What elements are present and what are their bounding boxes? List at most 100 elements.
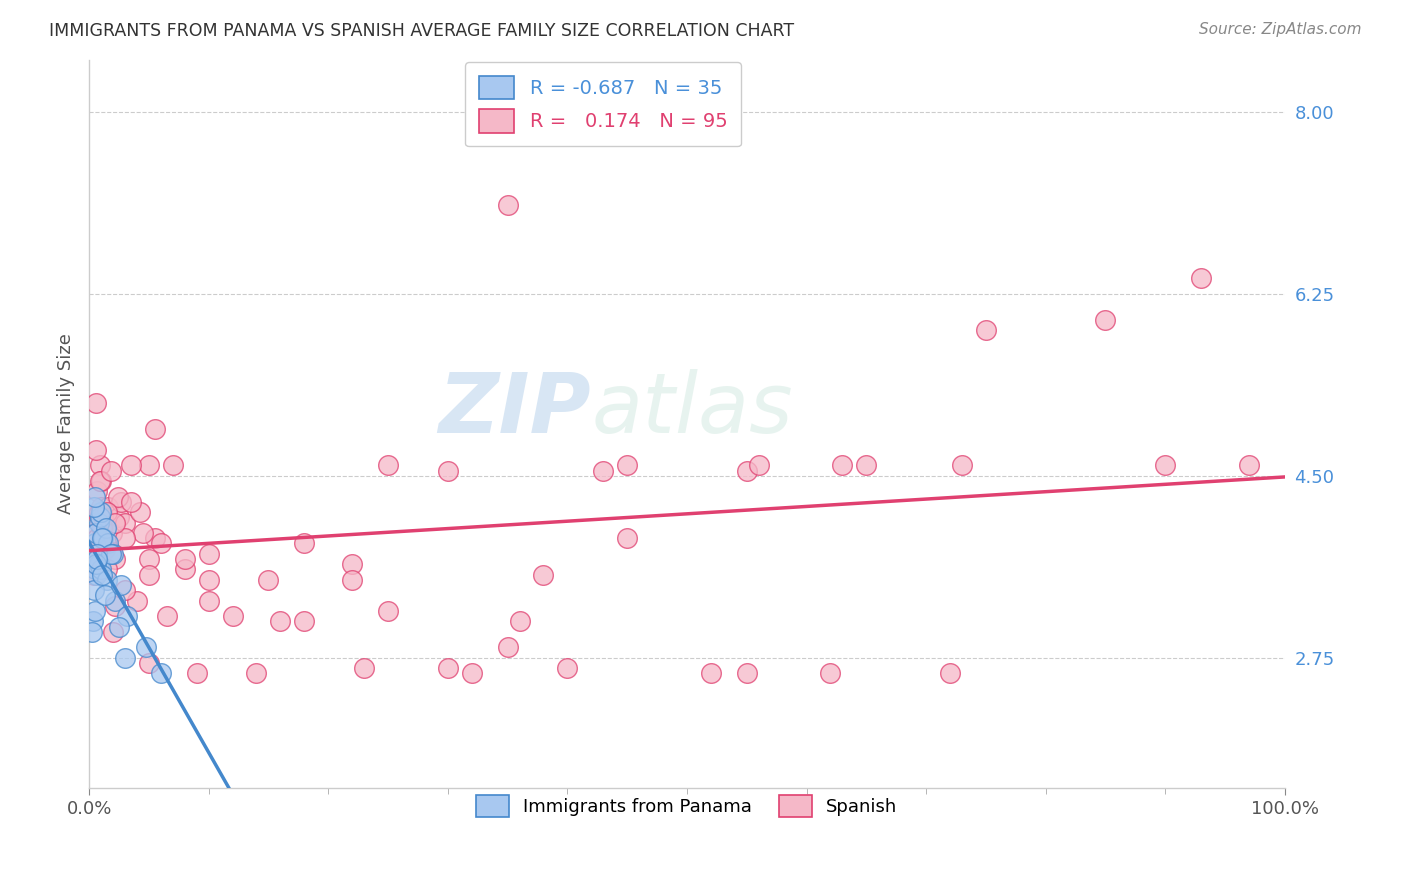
Point — [107, 490, 129, 504]
Point — [269, 615, 291, 629]
Point — [84, 526, 107, 541]
Point — [377, 458, 399, 473]
Point — [173, 562, 195, 576]
Point — [173, 552, 195, 566]
Point — [84, 562, 107, 576]
Point — [84, 396, 107, 410]
Point — [197, 593, 219, 607]
Point — [1094, 312, 1116, 326]
Point — [197, 573, 219, 587]
Point — [117, 609, 139, 624]
Point — [460, 666, 482, 681]
Point — [138, 567, 160, 582]
Point — [114, 516, 136, 530]
Point — [104, 599, 127, 613]
Point — [84, 604, 107, 618]
Point — [83, 583, 105, 598]
Point — [101, 624, 124, 639]
Point — [735, 666, 758, 681]
Point — [94, 521, 117, 535]
Point — [100, 547, 122, 561]
Point — [90, 505, 112, 519]
Point — [831, 458, 853, 473]
Point — [592, 464, 614, 478]
Point — [84, 526, 107, 541]
Point — [1237, 458, 1260, 473]
Point — [114, 650, 136, 665]
Point — [974, 323, 997, 337]
Point — [436, 464, 458, 478]
Point — [87, 510, 110, 524]
Point — [101, 547, 124, 561]
Text: ZIP: ZIP — [439, 368, 592, 450]
Point — [436, 661, 458, 675]
Point — [84, 536, 107, 550]
Point — [93, 510, 115, 524]
Point — [748, 458, 770, 473]
Point — [83, 500, 105, 514]
Point — [91, 531, 114, 545]
Point — [110, 495, 132, 509]
Point — [83, 552, 105, 566]
Point — [84, 442, 107, 457]
Point — [83, 552, 105, 566]
Point — [292, 536, 315, 550]
Point — [83, 567, 105, 582]
Point — [93, 531, 115, 545]
Point — [90, 474, 112, 488]
Point — [132, 526, 155, 541]
Point — [84, 557, 107, 571]
Point — [90, 562, 112, 576]
Point — [89, 510, 111, 524]
Point — [100, 464, 122, 478]
Text: Source: ZipAtlas.com: Source: ZipAtlas.com — [1198, 22, 1361, 37]
Point — [1154, 458, 1177, 473]
Point — [149, 536, 172, 550]
Point — [86, 547, 108, 561]
Text: atlas: atlas — [592, 368, 793, 450]
Point — [96, 505, 118, 519]
Point — [108, 619, 131, 633]
Point — [89, 474, 111, 488]
Point — [86, 531, 108, 545]
Point — [257, 573, 280, 587]
Point — [120, 495, 142, 509]
Y-axis label: Average Family Size: Average Family Size — [58, 334, 75, 514]
Point — [89, 458, 111, 473]
Point — [292, 615, 315, 629]
Point — [616, 458, 638, 473]
Point — [97, 536, 120, 550]
Point — [84, 490, 107, 504]
Point — [138, 458, 160, 473]
Point — [84, 541, 107, 556]
Point — [138, 552, 160, 566]
Point — [97, 500, 120, 514]
Point — [82, 615, 104, 629]
Point — [143, 422, 166, 436]
Point — [91, 521, 114, 535]
Point — [197, 547, 219, 561]
Point — [96, 562, 118, 576]
Point — [108, 510, 131, 524]
Point — [104, 516, 127, 530]
Point — [245, 666, 267, 681]
Point — [221, 609, 243, 624]
Legend: Immigrants from Panama, Spanish: Immigrants from Panama, Spanish — [467, 786, 907, 826]
Point — [87, 557, 110, 571]
Point — [135, 640, 157, 655]
Point — [616, 531, 638, 545]
Point — [93, 588, 115, 602]
Point — [120, 458, 142, 473]
Point — [855, 458, 877, 473]
Point — [533, 567, 555, 582]
Point — [939, 666, 962, 681]
Point — [91, 567, 114, 582]
Point — [820, 666, 842, 681]
Point — [93, 541, 115, 556]
Point — [735, 464, 758, 478]
Point — [557, 661, 579, 675]
Point — [700, 666, 723, 681]
Point — [353, 661, 375, 675]
Point — [186, 666, 208, 681]
Point — [340, 557, 363, 571]
